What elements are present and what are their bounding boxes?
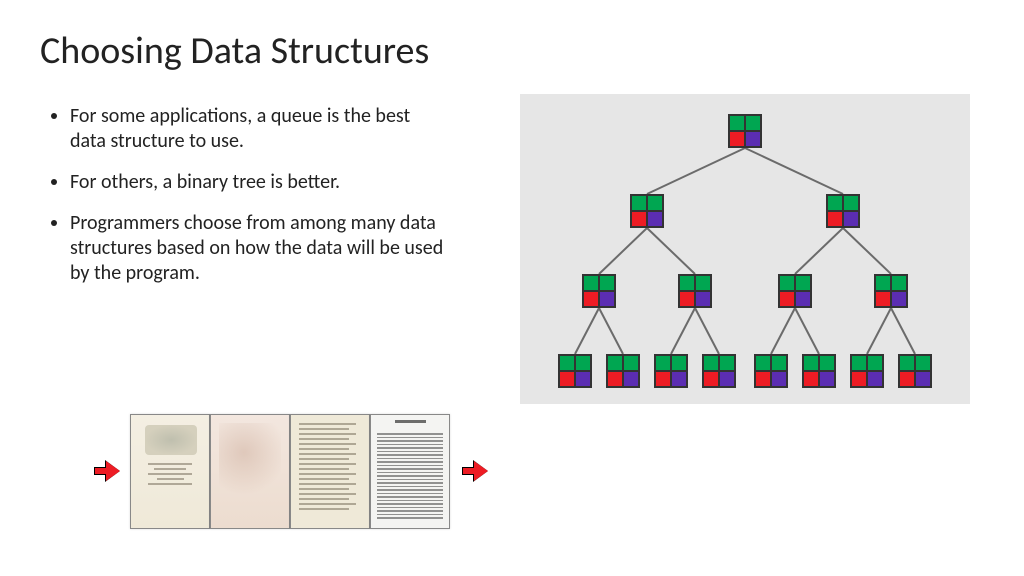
bullet-item: For some applications, a queue is the be… [70,104,450,154]
slide-title: Choosing Data Structures [40,28,429,74]
tree-node [850,354,884,388]
binary-tree-diagram [520,94,970,404]
queue-doc [370,414,450,529]
tree-node [606,354,640,388]
tree-node [728,114,762,148]
bullet-item: For others, a binary tree is better. [70,170,450,195]
tree-node [630,194,664,228]
tree-node [654,354,688,388]
queue-doc [130,414,210,529]
tree-node [874,274,908,308]
tree-node [826,194,860,228]
tree-node [678,274,712,308]
queue-doc [290,414,370,529]
tree-node [558,354,592,388]
queue-doc [210,414,290,529]
tree-node [898,354,932,388]
tree-node [802,354,836,388]
queue-document-row [130,414,450,529]
bullet-list: For some applications, a queue is the be… [70,104,450,302]
tree-node [702,354,736,388]
tree-node [778,274,812,308]
tree-node [754,354,788,388]
bullet-item: Programmers choose from among many data … [70,211,450,286]
tree-node [582,274,616,308]
